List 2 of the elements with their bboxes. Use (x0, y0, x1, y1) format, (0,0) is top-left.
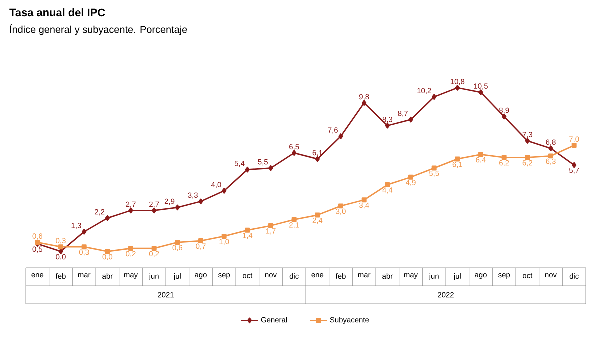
chart-subtitle: Índice general y subyacente. Porcentaje (10, 24, 188, 36)
chart-title: Tasa anual del IPC (10, 8, 106, 17)
